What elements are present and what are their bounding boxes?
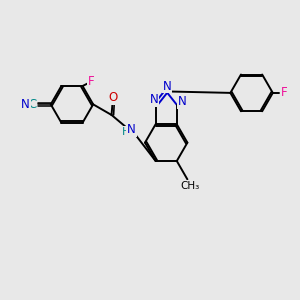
Text: O: O bbox=[108, 92, 118, 104]
Text: N: N bbox=[127, 123, 136, 136]
Text: N: N bbox=[162, 80, 171, 93]
Text: N: N bbox=[150, 93, 158, 106]
Text: H: H bbox=[122, 127, 130, 137]
Text: N: N bbox=[178, 95, 187, 108]
Text: F: F bbox=[281, 86, 288, 99]
Text: N: N bbox=[21, 98, 30, 111]
Text: F: F bbox=[88, 75, 95, 88]
Text: CH₃: CH₃ bbox=[181, 181, 200, 191]
Text: C: C bbox=[28, 98, 36, 111]
